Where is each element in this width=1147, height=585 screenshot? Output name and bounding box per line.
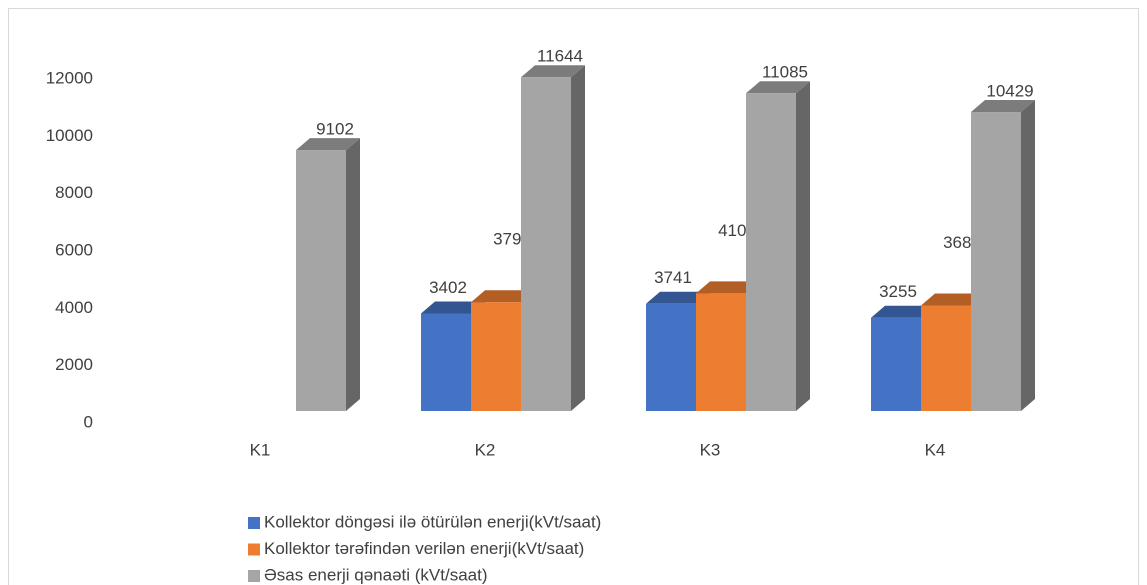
x-tick-label: K2 <box>475 440 496 459</box>
bar-top <box>296 138 360 151</box>
bar-side <box>571 65 585 412</box>
y-tick-label: 4000 <box>55 298 93 317</box>
x-tick-label: K4 <box>925 440 946 459</box>
bar <box>646 303 696 411</box>
bar-top <box>646 291 710 304</box>
bar-top <box>521 65 585 78</box>
bar <box>746 93 796 411</box>
legend-label: Əsas enerji qənaəti (kVt/saat) <box>264 565 488 584</box>
legend-swatch <box>248 570 260 582</box>
value-label: 3741 <box>654 268 692 287</box>
legend-label: Kollektor tərəfindən verilən enerji(kVt/… <box>264 539 584 558</box>
bar <box>421 313 471 411</box>
bar-side <box>796 81 810 411</box>
y-tick-label: 12000 <box>46 68 93 87</box>
y-tick-label: 2000 <box>55 355 93 374</box>
bar-top <box>971 100 1035 113</box>
bar-side <box>346 138 360 412</box>
y-tick-label: 10000 <box>46 126 93 145</box>
bar <box>471 302 521 411</box>
x-tick-label: K1 <box>250 440 271 459</box>
bar <box>696 293 746 411</box>
bar-top <box>696 281 760 294</box>
bar-top <box>921 293 985 306</box>
bar <box>521 77 571 412</box>
value-label: 10429 <box>986 82 1033 101</box>
y-tick-label: 0 <box>84 412 93 431</box>
legend-swatch <box>248 517 260 529</box>
legend-label: Kollektor döngəsi ilə ötürülən enerji(kV… <box>264 512 601 531</box>
bar-side <box>1021 100 1035 411</box>
value-label: 3255 <box>879 282 917 301</box>
y-tick-label: 6000 <box>55 240 93 259</box>
bar-top <box>421 301 485 314</box>
bar-top <box>871 305 935 318</box>
value-label: 9102 <box>316 120 354 139</box>
value-label: 3402 <box>429 278 467 297</box>
bar-top <box>471 290 535 303</box>
y-tick-label: 8000 <box>55 183 93 202</box>
x-tick-label: K3 <box>700 440 721 459</box>
bar <box>921 305 971 411</box>
legend-swatch <box>248 543 260 556</box>
value-label: 11644 <box>537 47 583 66</box>
bar <box>871 317 921 411</box>
bar <box>296 150 346 412</box>
value-label: 11085 <box>762 63 808 82</box>
bar <box>971 112 1021 411</box>
bar-top <box>746 81 810 94</box>
